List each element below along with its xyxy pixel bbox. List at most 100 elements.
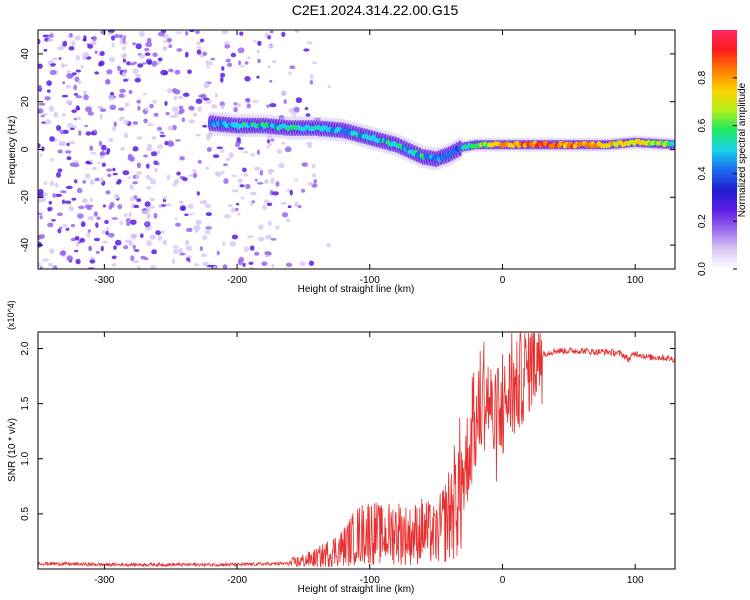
spectrogram-cell <box>188 203 194 209</box>
spectrogram-cell <box>145 41 153 48</box>
spectrogram-cell <box>157 61 161 65</box>
spectrogram-ridge-cell <box>672 141 675 147</box>
y-tick-label: 20 <box>20 96 31 108</box>
spectrogram-cell <box>147 123 154 127</box>
spectrogram-cell <box>223 41 230 45</box>
spectrogram-cell <box>93 237 101 242</box>
spectrogram-cell <box>220 149 225 153</box>
spectrogram-cell <box>99 113 103 120</box>
spectrogram-cell <box>187 259 191 263</box>
spectrogram-cell <box>266 145 270 149</box>
spectrogram-cell <box>111 255 117 260</box>
spectrogram-cell <box>112 125 116 132</box>
spectrogram-cell <box>120 53 126 59</box>
spectrogram-cell <box>57 46 64 51</box>
spectrogram-cell <box>112 167 116 172</box>
spectrogram-cell <box>128 90 133 94</box>
spectrogram-cell <box>111 263 117 267</box>
spectrogram-cell <box>227 203 233 208</box>
spectrogram-cell <box>43 48 48 52</box>
spectrogram-cell <box>101 230 107 235</box>
spectrogram-cell <box>242 262 246 267</box>
spectrogram-cell <box>197 159 202 164</box>
colorbar-label: Normalized spectral amplitude <box>737 82 748 217</box>
spectrogram-cell <box>146 240 152 247</box>
spectrogram-cell <box>184 51 189 58</box>
spectrogram-cell <box>144 201 151 208</box>
spectrogram-cell <box>118 34 123 38</box>
spectrogram-cell <box>206 264 214 268</box>
spectrogram-cell <box>133 204 140 209</box>
spectrogram-cell <box>128 211 132 218</box>
spectrogram-cell <box>162 239 168 246</box>
spectrogram-cell <box>235 207 239 212</box>
y-tick-label: -40 <box>20 237 31 252</box>
spectrogram-cell <box>54 182 59 188</box>
spectrogram-cell <box>167 142 175 147</box>
x-tick-label: -300 <box>94 275 114 286</box>
spectrogram-cell <box>135 43 142 50</box>
spectrogram-cell <box>216 146 224 150</box>
spectrogram-cell <box>264 254 271 258</box>
y-tick-label: 1.5 <box>20 396 31 410</box>
spectrogram-cell <box>136 198 142 203</box>
spectrogram-cell <box>38 212 43 215</box>
spectrogram-cell <box>146 213 151 219</box>
spectrogram-cell <box>92 166 97 171</box>
spectrogram-cell <box>77 80 82 85</box>
spectrogram-cell <box>66 255 73 262</box>
spectrogram-cell <box>98 62 103 67</box>
spectrogram-cell <box>62 40 68 47</box>
spectrogram-cell <box>167 125 174 131</box>
spectrogram-cell <box>173 95 178 101</box>
spectrogram-cell <box>189 30 195 33</box>
spectrogram-cell <box>294 30 300 33</box>
spectrogram-cell <box>206 134 211 141</box>
spectrogram-cell <box>245 98 251 103</box>
spectrogram-cell <box>182 92 190 97</box>
spectrogram-cell <box>155 230 162 236</box>
spectrogram-cell <box>123 132 129 139</box>
spectrogram-cell <box>284 146 292 153</box>
y-tick-label: 1.0 <box>20 451 31 465</box>
spectrogram-cell <box>106 69 113 75</box>
spectrogram-cell <box>269 103 277 108</box>
spectrogram-cell <box>211 104 218 109</box>
spectrogram-cell <box>61 224 68 228</box>
spectrogram-cell <box>98 140 103 147</box>
spectrogram-cell <box>249 245 255 251</box>
spectrogram-cell <box>106 151 110 155</box>
spectrogram-cell <box>168 44 173 48</box>
spectrogram-cell <box>215 171 222 178</box>
snr-scale-note: (x10^4) <box>6 300 16 330</box>
spectrogram-cell <box>76 116 82 121</box>
x-tick-label: -300 <box>94 575 114 586</box>
spectrogram-cell <box>127 156 134 161</box>
spectrogram-cell <box>121 46 126 51</box>
spectrogram-cell <box>140 255 147 260</box>
spectrogram-cell <box>186 255 193 258</box>
spectrogram-cell <box>237 47 245 54</box>
spectrogram-cell <box>154 167 158 173</box>
spectrogram-cell <box>78 130 82 136</box>
spectrogram-cell <box>38 262 42 268</box>
spectrogram-cell <box>108 56 116 62</box>
spectrogram-cell <box>212 154 220 159</box>
spectrogram-cell <box>113 121 117 127</box>
spectrogram-cell <box>109 91 115 97</box>
spectrogram-cell <box>252 100 260 103</box>
spectrogram-cell <box>223 163 228 167</box>
spectrogram-cell <box>38 108 44 114</box>
spectrogram-cell <box>168 68 174 73</box>
spectrogram-cell <box>259 169 264 176</box>
spectrogram-cell <box>307 181 314 186</box>
spectrogram-cell <box>120 146 125 151</box>
spectrogram-cell <box>287 205 292 209</box>
spectrogram-cell <box>139 31 145 37</box>
spectrogram-cell <box>237 147 245 150</box>
spectrogram-cell <box>102 204 107 208</box>
spectrogram-cell <box>224 214 231 219</box>
spectrogram-cell <box>264 251 272 256</box>
spectrogram-x-ticks: -300 -200 -100 0 100 <box>94 30 644 286</box>
